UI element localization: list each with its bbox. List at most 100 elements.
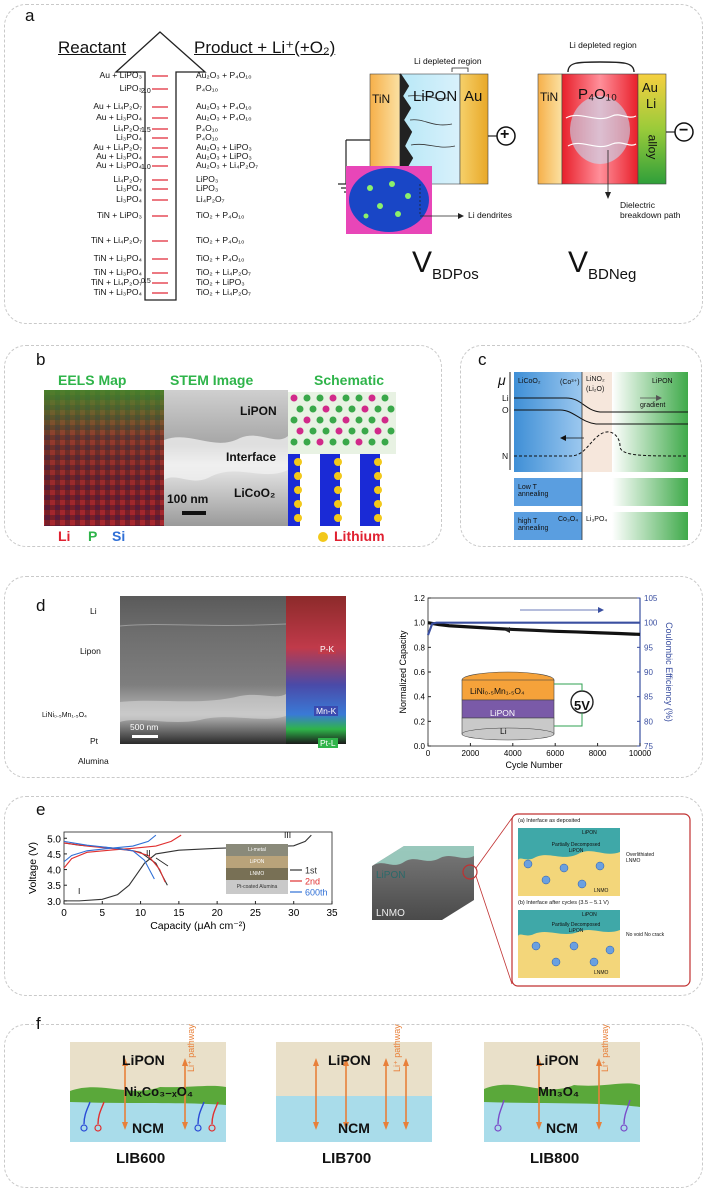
breakdown-label: Dielectric breakdown path: [620, 200, 681, 220]
region-arrow: [155, 857, 169, 867]
cap-arrowhead: [504, 627, 510, 633]
f-lipon-label: LiPON: [536, 1052, 579, 1068]
stem-scalebar: [182, 511, 206, 515]
mu-label: μ: [498, 372, 506, 388]
inset-li-metal: Li-metal: [226, 844, 288, 856]
scale-tick: 0.5: [141, 278, 151, 285]
lnmo-particle: [577, 879, 587, 889]
level-o: O: [502, 405, 509, 415]
x-tick-label: 30: [288, 908, 300, 919]
legend-label: 1st: [305, 866, 318, 876]
scale-tick: 1.0: [141, 164, 151, 171]
ion-diffusion-arrow: [83, 1101, 91, 1125]
arrowhead-down: [403, 1122, 409, 1130]
product-label: TiO₂ + LiPO₃: [196, 277, 245, 287]
lnmo-particle: [551, 957, 561, 967]
reactant-label: TiN + Li₄P₂O₇: [90, 277, 142, 287]
reactant-label: TiN + LiPO₃: [97, 210, 142, 220]
reactant-label: Au + LiPO₃: [99, 70, 142, 80]
lipon-region: LiPON: [652, 378, 673, 385]
arrowhead-down: [182, 1122, 188, 1130]
lithium-atom: [374, 458, 382, 466]
eds-pk: P-K: [318, 644, 337, 654]
lnmo-particle: [531, 941, 541, 951]
y2-tick-label: 100: [644, 619, 658, 628]
lino2-region: LiNO₂: [586, 376, 605, 383]
inset-lipon: LiPON: [226, 856, 288, 868]
arrowhead-down: [536, 1122, 542, 1130]
lnmo-particle: [559, 863, 569, 873]
lipon-atom: [296, 427, 304, 435]
lipon-atom: [387, 405, 395, 413]
reactant-label: TiN + Li₃PO₄: [93, 267, 142, 277]
pos-lipon-label: LiPON: [413, 88, 458, 105]
y2-tick-label: 105: [644, 594, 658, 603]
series-line: [63, 840, 155, 880]
x-tick-label: 10000: [629, 749, 652, 758]
interphase-layer: [70, 1085, 226, 1105]
lipon-atom: [322, 427, 330, 435]
stem-interface-label: Interface: [226, 450, 277, 464]
lithium-atom: [294, 514, 302, 522]
arrowhead-up: [122, 1058, 128, 1066]
ion-icon: [208, 1124, 216, 1132]
lipon-atom: [374, 427, 382, 435]
legend-p: P: [88, 528, 98, 544]
lithium-atom: [294, 486, 302, 494]
legend-li: Li: [58, 528, 71, 544]
lithium-atom: [334, 472, 342, 480]
co3o4-label: Co₃O₄: [558, 516, 579, 523]
eds-ptl: Pt-L: [318, 738, 338, 748]
box-b-lnmo: LNMO: [594, 970, 609, 976]
layer-lnmo: LiNi₀.₅Mn₁.₅O₄: [42, 712, 87, 719]
lipon-region: [276, 1042, 432, 1096]
lipon-atom: [348, 427, 356, 435]
lipon-atom: [309, 405, 317, 413]
dendrite-front: [399, 73, 414, 185]
negative-sign: −: [679, 122, 689, 139]
panel-b-label: b: [36, 350, 46, 369]
legend-label: 600th: [305, 888, 328, 898]
ladder-arrow: [114, 31, 207, 301]
neg-depleted-bracket: [567, 61, 635, 73]
lipon-atom: [342, 394, 350, 402]
cell-stack-inset: Li-metal LiPON LNMO Pt-coated Alumina: [226, 844, 288, 894]
product-label: Au₂O₃ + LiPO₃: [196, 142, 252, 152]
eds-mnk: Mn-K: [314, 706, 339, 716]
lnmo-particle: [541, 875, 551, 885]
box-b-title: (b) Interface after cycles (3.5 – 5.1 V): [518, 900, 609, 906]
panel-e-label: e: [36, 800, 46, 819]
arrowhead-down: [122, 1122, 128, 1130]
eels-title: EELS Map: [58, 372, 127, 388]
lipon-atom: [290, 394, 298, 402]
reactant-label: Li₃PO₄: [116, 194, 142, 204]
lipon-atom: [303, 416, 311, 424]
lithium-atom: [334, 500, 342, 508]
region-ii: II: [146, 848, 151, 858]
reactant-label: Au + Li₄P₂O₇: [93, 142, 142, 152]
f-lipon-label: LiPON: [328, 1052, 371, 1068]
stem-licoo2-label: LiCoO₂: [234, 486, 276, 500]
lnmo-particle: [595, 861, 605, 871]
layer-lipon: Lipon: [80, 646, 101, 656]
y-tick-label: 0.8: [414, 643, 426, 652]
y2-tick-label: 75: [644, 742, 653, 751]
inset-lipon: LiPON: [490, 708, 516, 718]
f-pathway-label: Li⁺ pathway: [186, 1024, 196, 1072]
sem-scalebar: [132, 735, 158, 738]
lipon-atom: [355, 394, 363, 402]
product-label: TiO₂ + P₄O₁₀: [196, 235, 245, 245]
ion-icon: [80, 1124, 88, 1132]
scale-tick: 2.0: [141, 88, 151, 95]
lipon-atom: [335, 405, 343, 413]
positive-terminal-icon: [496, 126, 516, 146]
box-a-partial: Partially Decomposed LiPON: [551, 842, 601, 854]
p4o10-label: P₄O₁₀: [578, 86, 618, 103]
neg-li-label: Li: [646, 96, 657, 111]
x-tick-label: 6000: [546, 749, 564, 758]
lipon-atom: [296, 405, 304, 413]
product-label: Au₂O₃ + P₄O₁₀: [196, 101, 252, 111]
lipon-atom: [322, 405, 330, 413]
